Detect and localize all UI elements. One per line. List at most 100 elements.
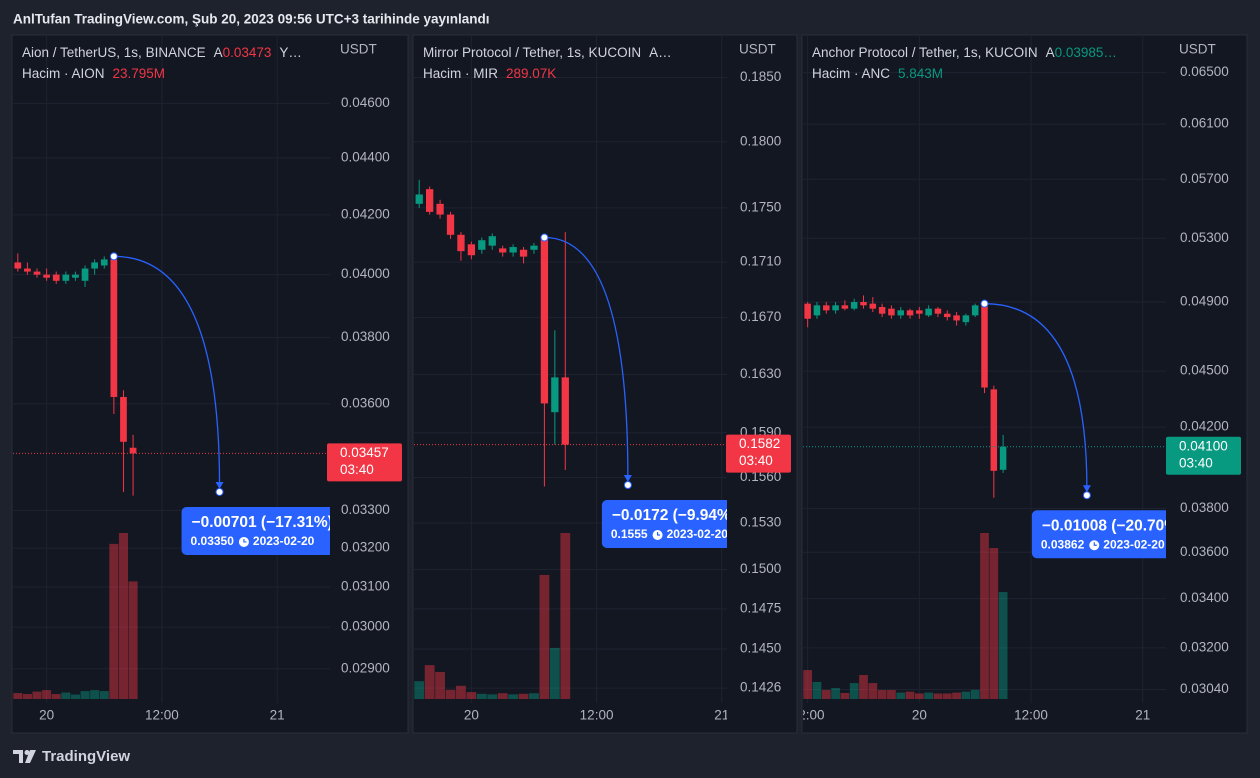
candle-body [906, 310, 914, 316]
y-tick-label: 0.04200 [341, 206, 390, 221]
measure-start [980, 299, 989, 308]
volume-bar [445, 689, 456, 699]
y-tick-label: 0.04500 [1180, 363, 1229, 378]
candle-body [62, 274, 70, 281]
volume-bar [42, 690, 52, 699]
y-tick-label: 0.03600 [1180, 544, 1229, 559]
candle-body [551, 377, 559, 413]
candle-body [14, 262, 22, 269]
countdown-label: 03:40 [340, 462, 374, 477]
candle-body [33, 271, 41, 275]
volume-bar [518, 693, 529, 699]
symbol-legend: Aion / TetherUS, 1s, BINANCE A0.03473 Y… [22, 45, 302, 60]
y-tick-label: 0.03800 [341, 329, 390, 344]
volume-name: Hacim · ANC [812, 66, 890, 81]
y-tick-label: 0.03040 [1180, 681, 1229, 696]
measure-price: 0.1555 [611, 527, 648, 541]
candle-body [488, 236, 496, 246]
symbol-name: Aion / TetherUS, 1s, BINANCE [22, 45, 206, 60]
candle-body [850, 302, 858, 309]
volume-bar [61, 692, 71, 699]
panel-background [412, 34, 798, 734]
volume-bar [803, 670, 813, 699]
x-tick-label: 21 [270, 708, 285, 723]
volume-name: Hacim · MIR [423, 66, 498, 81]
candle-body [24, 268, 31, 272]
plot-area: −0.0172 (−9.94%) 0.1555 2023-02-20 [414, 36, 727, 703]
y-tick-label: 0.1450 [740, 641, 781, 656]
open-value: 0.03473 [223, 45, 272, 60]
volume-bar [13, 693, 23, 699]
candle-body [813, 305, 821, 316]
volume-bar [414, 681, 425, 699]
candle-body [561, 377, 569, 445]
candle-body [100, 259, 108, 266]
volume-bar [849, 683, 859, 699]
volume-bar [933, 693, 943, 699]
volume-last: 289.07K [506, 66, 556, 81]
candle-body [120, 396, 127, 442]
measure-price: 0.03350 [191, 534, 235, 548]
volume-last: 5.843M [898, 66, 943, 81]
last-price-label: 0.03457 [340, 445, 389, 460]
y-tick-label: 0.1750 [740, 199, 781, 214]
countdown-label: 03:40 [739, 453, 773, 468]
x-tick-label: 21 [714, 708, 729, 723]
candle-body [860, 302, 867, 306]
candle-body [436, 203, 444, 215]
y-tick-label: 0.04000 [341, 266, 390, 281]
measure-start [540, 233, 549, 242]
measure-change: −0.01008 (−20.70%) [1042, 517, 1183, 534]
candle-body [467, 244, 476, 256]
clock-hands [656, 531, 661, 536]
x-tick-label: 12:00 [145, 708, 179, 723]
open-value: 0.03985… [1055, 45, 1117, 60]
symbol-legend: Anchor Protocol / Tether, 1s, KUCOIN A0.0… [812, 45, 1117, 60]
y-tick-label: 0.02900 [341, 660, 390, 675]
last-price-box [1166, 436, 1241, 475]
measure-tooltip: −0.0172 (−9.94%) 0.1555 2023-02-20 [601, 499, 727, 548]
volume-bar [549, 647, 560, 699]
legend-more: Y… [279, 45, 302, 60]
last-price-label: 0.04100 [1179, 438, 1228, 453]
volume-bar [905, 691, 915, 699]
y-tick-label: 0.06100 [1180, 116, 1229, 131]
y-tick-label: 0.03200 [341, 540, 390, 555]
y-tick-label: 0.1560 [740, 469, 781, 484]
measure-arrowhead [1082, 485, 1091, 493]
volume-bar [840, 692, 850, 699]
volume-legend: Hacim · AION 23.795M [22, 66, 165, 81]
logo-shape [13, 750, 23, 763]
x-tick-label: 12:00 [580, 708, 614, 723]
legend-more: A… [649, 45, 672, 60]
volume-bar [32, 691, 42, 699]
y-tick-label: 0.1530 [740, 515, 781, 530]
candle-body [823, 305, 830, 311]
volume-bar [70, 694, 80, 699]
symbol-legend: Mirror Protocol / Tether, 1s, KUCOIN A… [423, 45, 672, 60]
y-tick-label: 0.04200 [1180, 419, 1229, 434]
open-label: A [214, 45, 223, 60]
candle-body [888, 308, 895, 316]
volume-name: Hacim · AION [22, 66, 105, 81]
volume-bar [466, 692, 477, 699]
candle-body [43, 274, 50, 278]
volume-bar [128, 581, 138, 699]
measure-end [1082, 491, 1091, 500]
candle-body [962, 315, 970, 323]
tooltip-box [1031, 510, 1166, 559]
last-price-label: 0.1582 [739, 436, 780, 451]
y-axis-unit: USDT [739, 42, 776, 57]
measure-arrow [113, 255, 221, 485]
candle-body [925, 308, 932, 316]
measure-end [215, 487, 224, 496]
y-tick-label: 0.05700 [1180, 171, 1229, 186]
clock-hands [243, 538, 247, 543]
plot-area: −0.00701 (−17.31%) 0.03350 2023-02-20 [13, 36, 330, 703]
y-tick-label: 0.03800 [1180, 500, 1229, 515]
candle-body [916, 310, 923, 314]
y-tick-label: 0.03400 [1180, 590, 1229, 605]
y-tick-label: 0.03600 [341, 395, 390, 410]
panel-background [801, 34, 1248, 734]
